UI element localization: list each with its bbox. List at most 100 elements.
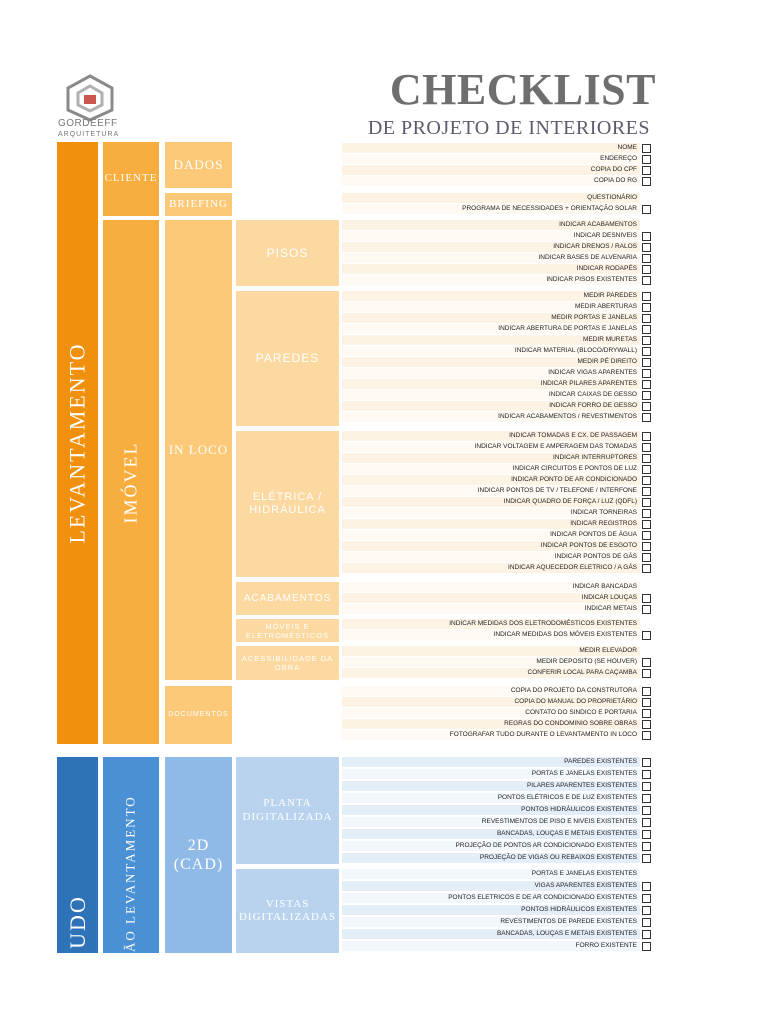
checkbox[interactable]	[642, 358, 651, 367]
checkbox[interactable]	[642, 542, 651, 551]
checkbox[interactable]	[642, 520, 651, 529]
brand-name: GORDEEFF ARQUITETURA	[58, 118, 120, 138]
checkbox[interactable]	[642, 782, 651, 791]
checkbox[interactable]	[642, 806, 651, 815]
checkbox[interactable]	[642, 720, 651, 729]
checklist-item: FOTOGRAFAR TUDO DURANTE O LEVANTAMENTO I…	[342, 730, 640, 740]
checkbox[interactable]	[642, 391, 651, 400]
checkbox[interactable]	[642, 669, 651, 678]
checkbox[interactable]	[642, 906, 651, 915]
checkbox[interactable]	[642, 709, 651, 718]
checklist-item: COPIA DO CPF	[342, 165, 640, 175]
checklist-item: INDICAR AQUECEDOR ELETRICO / A GÁS	[342, 563, 640, 573]
checkbox[interactable]	[642, 432, 651, 441]
checkbox[interactable]	[642, 509, 651, 518]
checkbox[interactable]	[642, 487, 651, 496]
checklist-item: MEDIR MURETAS	[342, 335, 640, 345]
checkbox[interactable]	[642, 144, 651, 153]
checkbox[interactable]	[642, 314, 651, 323]
checklist-item: PROGRAMA DE NECESSIDADES + ORIENTAÇÃO SO…	[342, 204, 640, 214]
checkbox[interactable]	[642, 232, 651, 241]
checkbox[interactable]	[642, 918, 651, 927]
checkbox[interactable]	[642, 564, 651, 573]
checklist-item: COPIA DO MANUAL DO PROPRIETÁRIO	[342, 697, 640, 707]
checkbox[interactable]	[642, 854, 651, 863]
checkbox[interactable]	[642, 205, 651, 214]
subgroup-cad: 2D (CAD)	[165, 757, 232, 953]
checklist-item: INDICAR VIGAS APARENTES	[342, 368, 640, 378]
checklist-item: INDICAR REGISTROS	[342, 519, 640, 529]
checklist-item: INDICAR PONTOS DE ÁGUA	[342, 530, 640, 540]
checkbox[interactable]	[642, 531, 651, 540]
checkbox[interactable]	[642, 476, 651, 485]
section-levantamento: LEVANTAMENTO	[57, 142, 98, 744]
page-subtitle: DE PROJETO DE INTERIORES	[367, 117, 650, 139]
page-title: CHECKLIST	[389, 65, 656, 114]
checkbox[interactable]	[642, 830, 651, 839]
checklist-item: INDICAR PISOS EXISTENTES	[342, 275, 640, 285]
checklist-item: INDICAR ABERTURA DE PORTAS E JANELAS	[342, 324, 640, 334]
checkbox[interactable]	[642, 631, 651, 640]
checklist-item: PONTOS ELÉTRICOS E DE LUZ EXISTENTES	[342, 793, 640, 803]
checklist-item: INDICAR CIRCUITOS E PONTOS DE LUZ	[342, 464, 640, 474]
checklist-item: INDICAR MEDIDAS DOS MÓVEIS EXISTENTES	[342, 630, 640, 640]
subgroup-documentos: DOCUMENTOS	[165, 686, 232, 744]
checkbox[interactable]	[642, 369, 651, 378]
checkbox[interactable]	[642, 177, 651, 186]
checkbox[interactable]	[642, 166, 651, 175]
checkbox[interactable]	[642, 882, 651, 891]
checkbox[interactable]	[642, 465, 651, 474]
checklist-item: NOME	[342, 143, 640, 153]
checkbox[interactable]	[642, 758, 651, 767]
checklist-item: BANCADAS, LOUÇAS E METAIS EXISTENTES	[342, 929, 640, 939]
checklist-item: PONTOS ELETRICOS E DE AR CONDICIONADO EX…	[342, 893, 640, 903]
checkbox[interactable]	[642, 336, 651, 345]
checklist-item: INDICAR PILARES APARENTES	[342, 379, 640, 389]
category-acabamentos: ACABAMENTOS	[236, 582, 339, 615]
checkbox[interactable]	[642, 818, 651, 827]
category-moveis: MÓVEIS E ELETROMÉSTICOS	[236, 619, 339, 642]
checkbox[interactable]	[642, 605, 651, 614]
checkbox[interactable]	[642, 942, 651, 951]
checkbox[interactable]	[642, 413, 651, 422]
checkbox[interactable]	[642, 454, 651, 463]
checkbox[interactable]	[642, 276, 651, 285]
checklist-item: INDICAR CAIXAS DE GESSO	[342, 390, 640, 400]
checklist-item: FORRO EXISTENTE	[342, 941, 640, 951]
checkbox[interactable]	[642, 794, 651, 803]
checkbox[interactable]	[642, 347, 651, 356]
checklist-item: INDICAR PONTO DE AR CONDICIONADO	[342, 475, 640, 485]
checkbox[interactable]	[642, 380, 651, 389]
checkbox[interactable]	[642, 155, 651, 164]
checkbox[interactable]	[642, 930, 651, 939]
checklist-item: REVESTIMENTOS DE PISO E NIVEIS EXISTENTE…	[342, 817, 640, 827]
checkbox[interactable]	[642, 687, 651, 696]
checkbox[interactable]	[642, 894, 651, 903]
checkbox[interactable]	[642, 770, 651, 779]
checklist-item: INDICAR RODAPÉS	[342, 264, 640, 274]
checklist-item: INDICAR DESNIVEIS	[342, 231, 640, 241]
category-vistas: VISTAS DIGITALIZADAS	[236, 869, 339, 953]
checkbox[interactable]	[642, 443, 651, 452]
checklist-item: INDICAR INTERRUPTORES	[342, 453, 640, 463]
checklist-item: CONFERIR LOCAL PARA CAÇAMBA	[342, 668, 640, 678]
checkbox[interactable]	[642, 325, 651, 334]
checkbox[interactable]	[642, 292, 651, 301]
checklist-item: INDICAR LOUÇAS	[342, 593, 640, 603]
checkbox[interactable]	[642, 594, 651, 603]
checkbox[interactable]	[642, 303, 651, 312]
checkbox[interactable]	[642, 553, 651, 562]
group-imovel: IMÓVEL	[103, 220, 159, 744]
category-pisos: PISOS	[236, 220, 339, 286]
checkbox[interactable]	[642, 698, 651, 707]
checkbox[interactable]	[642, 265, 651, 274]
checkbox[interactable]	[642, 731, 651, 740]
checkbox[interactable]	[642, 842, 651, 851]
checkbox[interactable]	[642, 243, 651, 252]
checklist-item: PORTAS E JANELAS EXISTENTES	[342, 769, 640, 779]
checkbox[interactable]	[642, 254, 651, 263]
checkbox[interactable]	[642, 402, 651, 411]
checkbox[interactable]	[642, 498, 651, 507]
checklist-item: INDICAR TOMADAS E CX. DE PASSAGEM	[342, 431, 640, 441]
checkbox[interactable]	[642, 658, 651, 667]
